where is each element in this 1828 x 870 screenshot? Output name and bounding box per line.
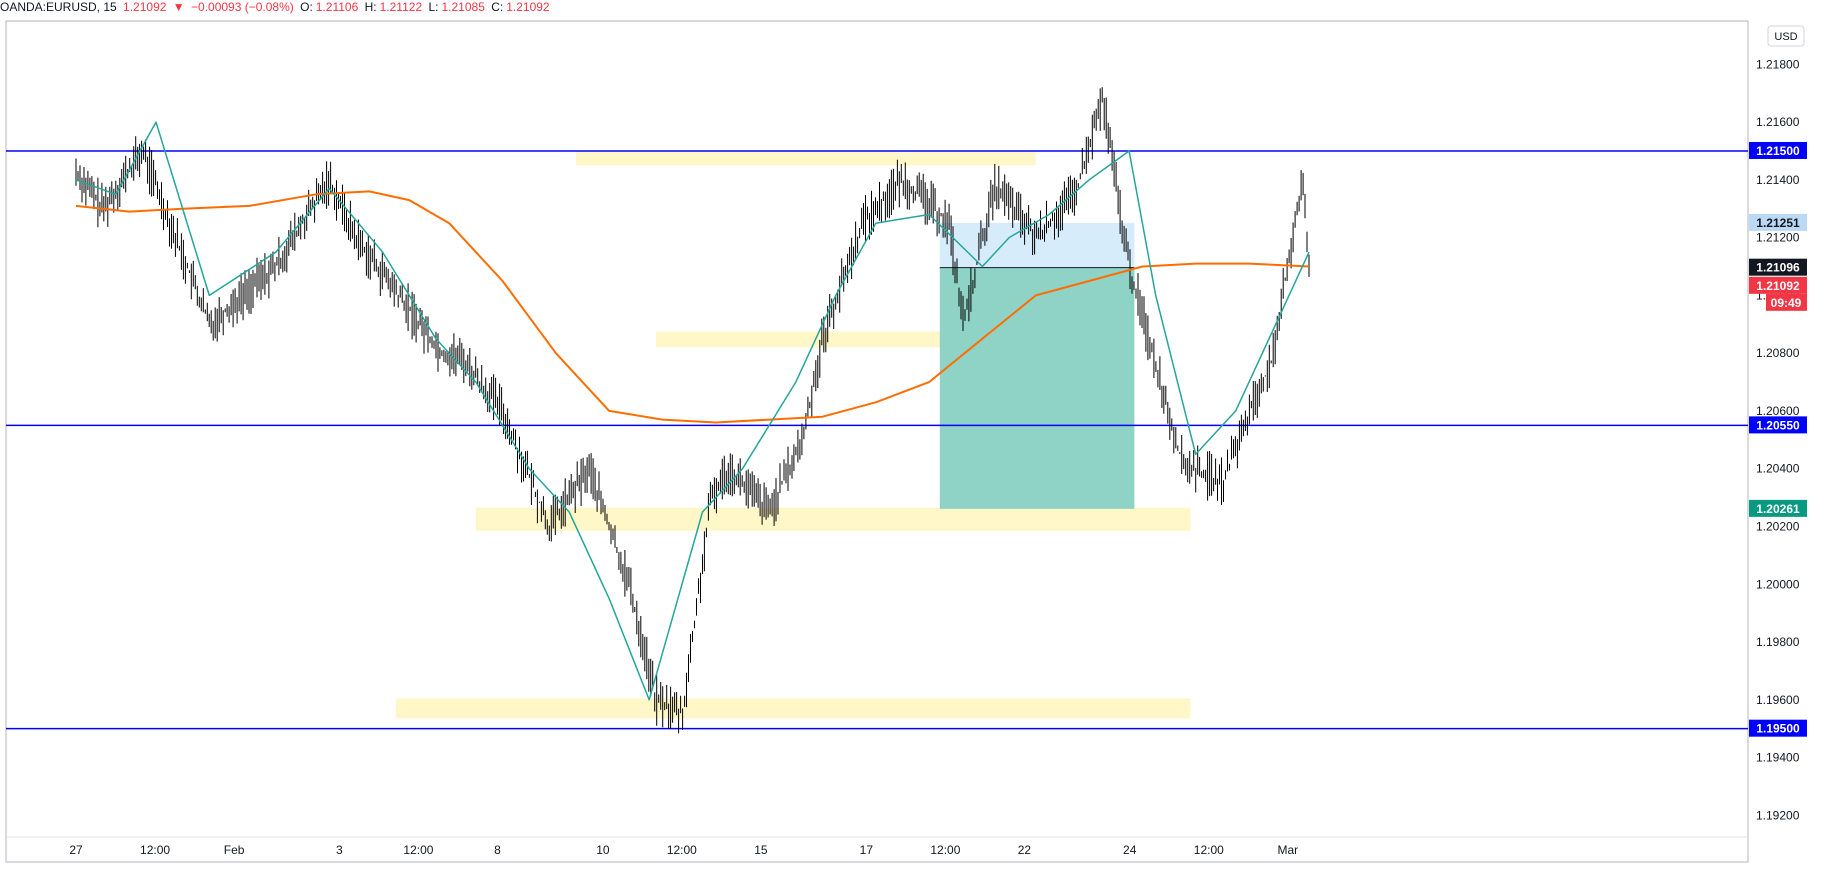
time-axis[interactable]: 27 12:00 Feb 3 12:00 8 10 12:00 15 17 12:00 22 24 12:… xyxy=(69,843,1298,857)
level-price-badge-2-bg xyxy=(1749,719,1807,737)
levels-layer[interactable] xyxy=(6,150,1748,730)
zones-layer xyxy=(395,150,1191,719)
low-label: L: xyxy=(428,0,439,14)
zone-1 xyxy=(655,331,1028,348)
countdown-badge-bg xyxy=(1766,293,1807,311)
price-badge-red-bg xyxy=(1749,276,1807,294)
position-layer[interactable] xyxy=(939,222,1135,509)
chart-frame xyxy=(5,20,1749,863)
price-badge-red: 1.21092 xyxy=(1756,279,1800,293)
last-price: 1.21092 xyxy=(123,0,167,14)
long-moving-average-line xyxy=(75,190,1310,424)
time-tick-label: 10 xyxy=(596,843,610,857)
time-tick-label: 12:00 xyxy=(140,843,170,857)
price-tick-label: 1.19600 xyxy=(1756,693,1800,707)
price-badge-light: 1.21251 xyxy=(1756,216,1800,230)
price-badge-black: 1.21096 xyxy=(1756,261,1800,275)
open-value: 1.21106 xyxy=(315,0,359,14)
time-tick-label: 8 xyxy=(494,843,501,857)
currency-label: USD xyxy=(1774,31,1797,43)
time-tick-label: 12:00 xyxy=(930,843,960,857)
price-badge-green-bg xyxy=(1749,499,1807,517)
close-label: C: xyxy=(491,0,504,14)
price-badge-green: 1.20261 xyxy=(1756,502,1800,516)
price-tick-label: 1.20400 xyxy=(1756,462,1800,476)
moving-average-layer xyxy=(75,121,1310,701)
close-value: 1.21092 xyxy=(506,0,550,14)
high-value: 1.21122 xyxy=(379,0,423,14)
countdown-timer: 09:49 xyxy=(1771,296,1802,310)
price-axis[interactable]: 1.218001.216001.214001.212001.210001.208… xyxy=(1756,57,1800,822)
price-badges: 1.21500 1.20550 1.19500 1.21251 1.21096 1.210… xyxy=(1749,141,1807,737)
time-tick-label: 27 xyxy=(69,843,83,857)
level-price-badge-2: 1.19500 xyxy=(1756,722,1800,736)
short-moving-average-line xyxy=(75,121,1310,701)
time-tick-label: 12:00 xyxy=(1194,843,1224,857)
time-tick-label: Feb xyxy=(224,843,245,857)
time-tick-label: Mar xyxy=(1277,843,1298,857)
level-price-badge-1-bg xyxy=(1749,416,1807,434)
price-tick-label: 1.20000 xyxy=(1756,577,1800,591)
time-tick-label: 12:00 xyxy=(403,843,433,857)
take-profit-box[interactable] xyxy=(939,267,1135,509)
high-label: H: xyxy=(364,0,377,14)
price-badge-light-bg xyxy=(1749,213,1807,231)
low-value: 1.21085 xyxy=(441,0,485,14)
price-badge-black-bg xyxy=(1749,258,1807,276)
price-tick-label: 1.20600 xyxy=(1756,404,1800,418)
time-tick-label: 22 xyxy=(1018,843,1032,857)
time-tick-label: 3 xyxy=(336,843,343,857)
time-tick-label: 24 xyxy=(1123,843,1137,857)
level-price-badge-0: 1.21500 xyxy=(1756,144,1800,158)
open-label: O: xyxy=(300,0,313,14)
price-tick-label: 1.21600 xyxy=(1756,115,1800,129)
price-tick-label: 1.19400 xyxy=(1756,751,1800,765)
price-tick-label: 1.20800 xyxy=(1756,346,1800,360)
currency-box-frame xyxy=(1767,25,1805,47)
price-change: −0.00093 (−0.08%) xyxy=(191,0,294,14)
time-tick-label: 17 xyxy=(860,843,874,857)
down-arrow-icon: ▼ xyxy=(172,0,185,14)
price-tick-label: 1.21200 xyxy=(1756,231,1800,245)
chart-header: OANDA:EURUSD, 15 1.21092 ▼ −0.00093 (−0.… xyxy=(0,0,553,18)
level-price-badge-1: 1.20550 xyxy=(1756,418,1800,432)
price-tick-label: 1.19800 xyxy=(1756,635,1800,649)
price-tick-label: 1.21400 xyxy=(1756,173,1800,187)
price-tick-label: 1.21800 xyxy=(1756,57,1800,71)
time-tick-label: 12:00 xyxy=(667,843,697,857)
zone-0 xyxy=(575,150,1036,166)
zone-2 xyxy=(475,507,1191,531)
price-tick-label: 1.19200 xyxy=(1756,808,1800,822)
time-tick-label: 15 xyxy=(754,843,768,857)
currency-box[interactable]: USD xyxy=(1767,25,1805,47)
price-tick-label: 1.20200 xyxy=(1756,519,1800,533)
level-price-badge-0-bg xyxy=(1749,141,1807,159)
zone-3 xyxy=(395,698,1191,719)
symbol-label[interactable]: OANDA:EURUSD, 15 xyxy=(0,0,117,14)
